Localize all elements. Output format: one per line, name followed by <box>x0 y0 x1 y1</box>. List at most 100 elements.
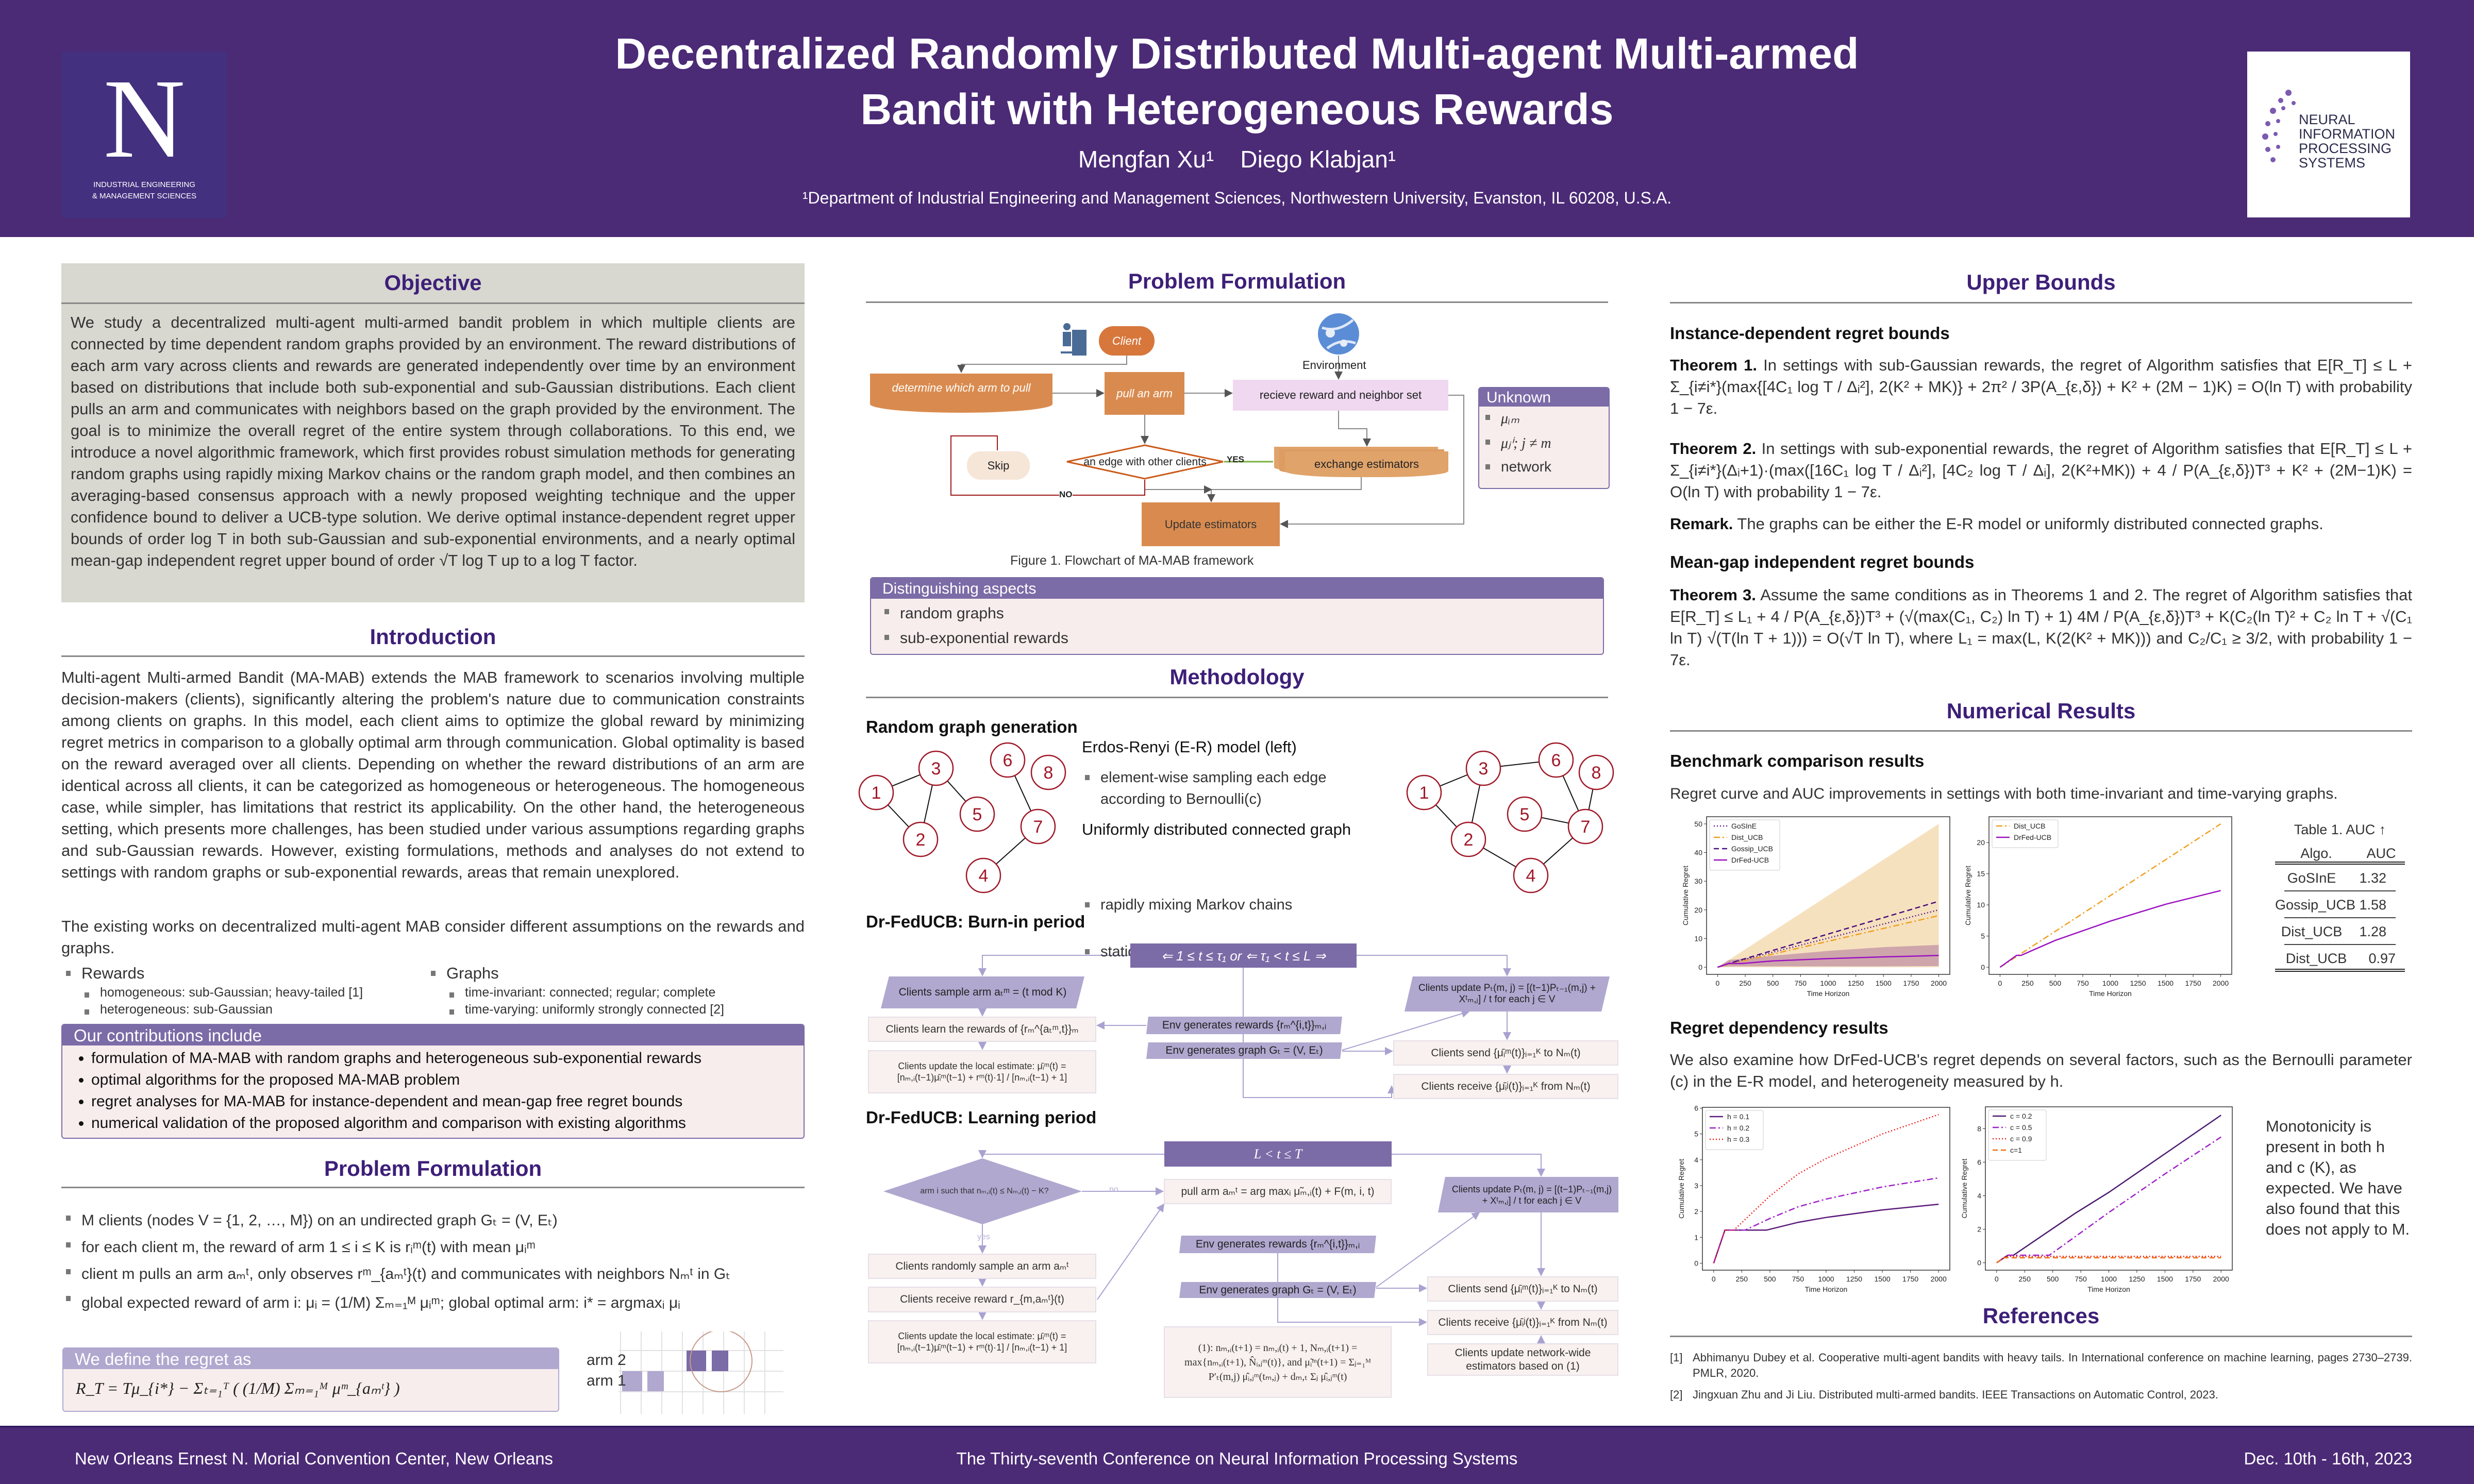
burnin-receive: Clients receive {μ̄ᵢʲ(t)}ᵢ₌₁ᴷ from Nₘ(t) <box>1393 1074 1618 1099</box>
section-heading: Problem Formulation <box>324 1156 542 1181</box>
x-tick-label: 250 <box>1739 979 1751 987</box>
x-tick-label: 1750 <box>2185 1275 2201 1283</box>
y-tick-label: 0 <box>1694 1259 1698 1267</box>
remark-label: Remark. <box>1670 515 1733 533</box>
subsection-title: Dr-FedUCB: Burn-in period <box>866 912 1085 931</box>
graph-node <box>965 857 1001 893</box>
x-axis-label: Time Horizon <box>2089 989 2132 998</box>
footer-conference: The Thirty-seventh Conference on Neural … <box>956 1449 1518 1468</box>
subsection-title: Dr-FedUCB: Learning period <box>866 1108 1097 1127</box>
contributions-block: Our contributions include formulation of… <box>61 1024 805 1139</box>
block-title: We define the regret as <box>63 1348 558 1369</box>
x-tick-label: 2000 <box>2213 1275 2229 1283</box>
reference-item: [1] Abhimanyu Dubey et al. Cooperative mu… <box>1670 1350 2412 1381</box>
uniform-graph-right: 1 2 3 4 5 6 7 8 <box>1406 742 1614 893</box>
y-tick-label: 10 <box>1977 901 1985 909</box>
graph-node <box>1450 821 1486 857</box>
y-tick-label: 2 <box>1694 1207 1698 1216</box>
graph-node <box>1513 857 1549 893</box>
unknown-block: Unknown μᵢₘ μⱼⁱ; j ≠ m network <box>1478 387 1610 489</box>
environment-globe-icon <box>1318 313 1359 355</box>
legend-label: h = 0.3 <box>1727 1135 1749 1143</box>
graph-node-label: 1 <box>872 783 881 803</box>
y-tick-label: 6 <box>1694 1104 1698 1112</box>
learning-sample-arm: Clients randomly sample an arm aₘᵗ <box>868 1254 1096 1279</box>
graph-node <box>1507 796 1543 832</box>
y-tick-label: 20 <box>1694 906 1702 914</box>
graph-node <box>1578 754 1614 790</box>
graph-node-label: 5 <box>1520 805 1530 824</box>
subsection-title: Mean-gap independent regret bounds <box>1670 552 1975 571</box>
theorem-label: Theorem 1. <box>1670 356 1757 374</box>
subsection-title: Random graph generation <box>866 717 1078 736</box>
learning-env-rewards: Env generates rewards {rₘ^{i,t}}ₘ,ᵢ <box>1179 1236 1376 1253</box>
arm1-label: arm 1 <box>587 1372 626 1389</box>
northwestern-logo: N INDUSTRIAL ENGINEERING & MANAGEMENT SC… <box>62 52 227 218</box>
reference-item: [2] Jingxuan Zhu and Ji Liu. Distributed … <box>1670 1387 2412 1403</box>
y-axis-label: Cumulative Regret <box>1964 866 1972 925</box>
authors: Mengfan Xu¹ Diego Klabjan¹ <box>1078 146 1396 173</box>
table-row: GoSInE 1.32 <box>2284 865 2396 891</box>
list-item: for each client m, the reward of arm 1 ≤… <box>63 1234 805 1261</box>
legend-label: h = 0.1 <box>1727 1112 1749 1121</box>
graph-node <box>918 750 954 786</box>
reference-text: Jingxuan Zhu and Ji Liu. Distributed mul… <box>1693 1388 2218 1401</box>
list-item: heterogeneous: sub-Gaussian <box>81 1001 424 1018</box>
burnin-env-graph: Env generates graph Gₜ = (V, Eₜ) <box>1146 1042 1342 1059</box>
theorem-text: Assume the same conditions as in Theorem… <box>1670 586 2412 669</box>
client-person-icon <box>1061 323 1086 356</box>
graphs-list: Graphs time-invariant: connected; regula… <box>428 963 804 1018</box>
series-line-DrFed-UCB <box>1717 955 1939 968</box>
burnin-send: Clients send {μ̄ᵢᵐ(t)}ᵢ₌₁ᴷ to Nₘ(t) <box>1393 1040 1618 1066</box>
regret-formula: R_T = Tμ_{i*} − Σₜ₌₁ᵀ ( (1/M) Σₘ₌₁ᴹ μᵐ_{… <box>76 1379 400 1397</box>
graph-node-label: 2 <box>1464 830 1474 850</box>
table-cell: 1.28 <box>2359 924 2386 939</box>
series-line-c-1 <box>1996 1257 2221 1263</box>
burnin-learn-rewards: Clients learn the rewards of {rₘ^{aₜᵐ,t}… <box>868 1017 1096 1042</box>
y-tick-label: 3 <box>1694 1182 1698 1190</box>
y-tick-label: 0 <box>1977 1259 1981 1267</box>
learning-local-estimate: Clients update the local estimate: μ̄ᵢᵐ(… <box>868 1320 1096 1363</box>
list-item: time-varying: uniformly strongly connect… <box>446 1001 804 1018</box>
subsection-title: Benchmark comparison results <box>1670 751 1925 770</box>
legend-label: c = 0.9 <box>2010 1135 2032 1143</box>
learning-decision-diamond <box>883 1158 1082 1224</box>
x-tick-label: 1500 <box>1876 979 1892 987</box>
arm2-pull <box>712 1351 728 1371</box>
list-item: numerical validation of the proposed alg… <box>91 1112 804 1134</box>
yes-label: YES <box>1227 454 1245 464</box>
legend-label: h = 0.2 <box>1727 1124 1749 1132</box>
graph-node-label: 8 <box>1044 763 1054 783</box>
graph-node-label: 3 <box>931 759 941 779</box>
legend-box <box>1992 819 2059 848</box>
x-tick-label: 0 <box>1998 979 2002 987</box>
x-tick-label: 1500 <box>2157 1275 2173 1283</box>
graph-node-label: 6 <box>1003 751 1013 770</box>
neurips-logo: NEURAL INFORMATION PROCESSING SYSTEMS <box>2247 52 2410 217</box>
learning-receive: Clients receive {μ̄ᵢʲ(t)}ᵢ₌₁ᴷ from Nₘ(t) <box>1427 1310 1618 1335</box>
legend-label: DrFed-UCB <box>1731 856 1769 864</box>
series-line-h-0-2 <box>1713 1177 1939 1263</box>
x-tick-label: 250 <box>2021 979 2034 987</box>
list-item: global expected reward of arm i: μᵢ = (1… <box>63 1288 805 1319</box>
table-cell: 1.58 <box>2359 897 2386 913</box>
x-axis-label: Time Horizon <box>1807 989 1850 998</box>
x-axis-label: Time Horizon <box>1805 1285 1848 1293</box>
remark-text: The graphs can be either the E-R model o… <box>1737 515 2323 533</box>
learning-env-graph: Env generates graph Gₜ = (V, Eₜ) <box>1179 1282 1376 1298</box>
block-title: Our contributions include <box>62 1025 804 1045</box>
y-tick-label: 6 <box>1977 1158 1981 1166</box>
section-heading: Problem Formulation <box>1128 269 1346 293</box>
series-line-c-0-5 <box>1996 1136 2221 1263</box>
yes-label: yes <box>977 1233 990 1241</box>
poster-title-line1: Decentralized Randomly Distributed Multi… <box>615 29 1859 78</box>
graph-node-label: 3 <box>1479 759 1489 779</box>
burnin-env-rewards: Env generates rewards {rₘ^{i,t}}ₘ,ᵢ <box>1146 1017 1342 1034</box>
edge-decision-label: an edge with other clients <box>1083 456 1207 468</box>
list-item: Rewards <box>63 963 424 984</box>
legend-box <box>1988 1109 2047 1161</box>
series-line-Dist-UCB <box>1999 823 2221 968</box>
x-tick-label: 500 <box>2049 979 2062 987</box>
table-row: Dist_UCB 1.28 <box>2281 918 2396 945</box>
legend-label: c = 0.2 <box>2010 1112 2032 1120</box>
